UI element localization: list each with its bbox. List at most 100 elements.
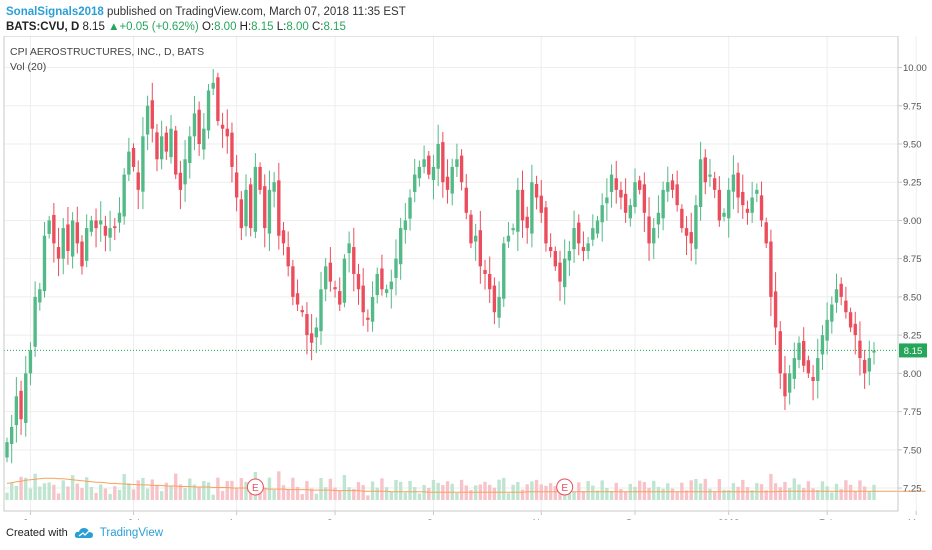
volume-bar xyxy=(483,481,487,500)
candle-body xyxy=(741,192,745,206)
created-with-text: Created with xyxy=(6,527,68,539)
author-link[interactable]: SonalSignals2018 xyxy=(6,6,104,18)
candle-body xyxy=(164,132,169,152)
volume-bar xyxy=(155,485,159,500)
candle-body xyxy=(563,258,567,288)
candle-body xyxy=(408,197,412,219)
volume-bar xyxy=(174,473,178,500)
candle-body xyxy=(703,157,707,183)
volume-bar xyxy=(300,494,304,500)
cloud-icon xyxy=(74,528,93,538)
candle-body xyxy=(595,220,600,234)
x-tick-label: Oct xyxy=(426,518,441,520)
volume-bar xyxy=(211,494,215,500)
candle-body xyxy=(188,136,192,163)
candle-body xyxy=(61,228,65,259)
candle-body xyxy=(464,187,468,213)
price-chart[interactable]: EEE8.15 10.009.759.509.259.008.758.508.2… xyxy=(0,36,932,520)
y-tick-label: 8.75 xyxy=(903,254,922,265)
footer: Created with TradingView xyxy=(6,527,163,539)
candle-body xyxy=(436,143,440,169)
candle-body xyxy=(534,184,539,198)
candle-body xyxy=(427,155,431,175)
volume-bar xyxy=(281,485,286,500)
candle-body xyxy=(853,323,857,336)
volume-bar xyxy=(216,477,220,500)
volume-bar xyxy=(778,487,782,500)
high-value: 8.15 xyxy=(251,21,274,33)
candle-body xyxy=(183,159,187,185)
volume-bar xyxy=(206,482,211,500)
candle-body xyxy=(202,128,206,150)
candle-body xyxy=(816,358,820,382)
volume-bar xyxy=(328,478,333,500)
volume-bars xyxy=(5,471,926,500)
volume-bar xyxy=(764,490,768,500)
volume-bar xyxy=(811,488,815,500)
volume-bar xyxy=(5,492,9,500)
y-tick-label: 9.00 xyxy=(903,216,922,227)
volume-bar xyxy=(295,486,300,500)
volume-bar xyxy=(834,483,839,500)
candle-body xyxy=(867,358,872,372)
candle-body xyxy=(155,132,159,160)
candle-body xyxy=(572,228,576,250)
volume-bar xyxy=(581,491,586,500)
candle-body xyxy=(80,241,84,267)
candle-body xyxy=(169,128,173,158)
volume-bar xyxy=(867,491,872,500)
candle-body xyxy=(872,350,876,353)
candle-body xyxy=(656,212,661,225)
candle-body xyxy=(75,222,79,244)
candle-body xyxy=(230,132,234,167)
volume-bar xyxy=(652,480,656,500)
volume-bar xyxy=(66,486,70,500)
candle-body xyxy=(469,214,473,244)
candle-body xyxy=(586,243,590,252)
candle-body xyxy=(666,182,670,192)
tradingview-brand[interactable]: TradingView xyxy=(99,527,164,539)
last-price: 8.15 xyxy=(82,21,105,33)
volume-bar xyxy=(427,488,431,500)
candle-body xyxy=(661,189,665,219)
volume-label: Vol (20) xyxy=(10,61,46,73)
candle-body xyxy=(309,333,314,343)
volume-bar xyxy=(787,487,792,500)
volume-bar xyxy=(816,489,820,500)
candle-body xyxy=(478,230,483,267)
volume-bar xyxy=(872,484,876,500)
candle-body xyxy=(417,166,422,179)
candle-body xyxy=(511,228,515,231)
x-tick-label: 2018 xyxy=(718,518,739,520)
candle-body xyxy=(403,220,408,230)
volume-bar xyxy=(366,495,370,500)
volume-bar xyxy=(183,488,187,500)
volume-bar xyxy=(230,480,234,500)
candle-body xyxy=(802,340,806,366)
volume-bar xyxy=(708,488,712,500)
candle-body xyxy=(614,178,618,190)
volume-bar xyxy=(862,486,867,500)
candle-body xyxy=(652,228,656,244)
candle-body xyxy=(211,82,215,89)
candle-body xyxy=(642,184,647,213)
candle-body xyxy=(830,304,834,322)
candle-body xyxy=(811,377,815,382)
volume-bar xyxy=(497,479,501,500)
candle-body xyxy=(473,235,478,242)
up-arrow-icon: ▲ xyxy=(108,21,120,33)
high-label: H: xyxy=(239,21,252,33)
y-tick-label: 7.50 xyxy=(903,445,922,456)
volume-bar xyxy=(459,479,464,500)
candle-body xyxy=(605,197,609,204)
volume-bar xyxy=(113,486,117,500)
volume-bar xyxy=(197,487,201,500)
volume-bar xyxy=(42,483,47,500)
volume-bar xyxy=(839,489,843,500)
candle-body xyxy=(647,216,651,244)
candle-body xyxy=(731,174,736,192)
volume-bar xyxy=(122,474,126,500)
candle-body xyxy=(689,232,693,244)
chart-title: CPI AEROSTRUCTURES, INC., D, BATS xyxy=(10,46,204,58)
volume-bar xyxy=(553,486,558,500)
